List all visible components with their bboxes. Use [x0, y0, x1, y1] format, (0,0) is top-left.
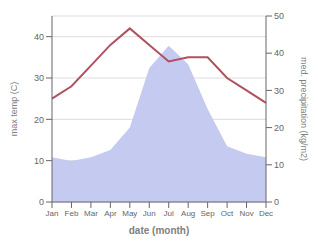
svg-text:Aug: Aug — [181, 209, 195, 218]
svg-text:40: 40 — [274, 48, 284, 58]
svg-text:30: 30 — [34, 73, 44, 83]
svg-text:Nov: Nov — [239, 209, 253, 218]
svg-text:0: 0 — [39, 197, 44, 207]
svg-text:20: 20 — [34, 115, 44, 125]
svg-text:Jul: Jul — [164, 209, 174, 218]
svg-text:Mar: Mar — [84, 209, 98, 218]
svg-text:Jun: Jun — [143, 209, 156, 218]
svg-text:Feb: Feb — [65, 209, 79, 218]
svg-text:20: 20 — [274, 123, 284, 133]
svg-text:50: 50 — [274, 11, 284, 21]
svg-text:Sep: Sep — [201, 209, 216, 218]
svg-text:Oct: Oct — [221, 209, 234, 218]
svg-text:May: May — [122, 209, 137, 218]
svg-text:0: 0 — [274, 197, 279, 207]
svg-text:Jan: Jan — [46, 209, 59, 218]
svg-text:30: 30 — [274, 86, 284, 96]
svg-text:Apr: Apr — [104, 209, 117, 218]
svg-text:10: 10 — [34, 156, 44, 166]
svg-text:Dec: Dec — [259, 209, 273, 218]
svg-text:med. precipitation (kg/m2): med. precipitation (kg/m2) — [299, 57, 309, 161]
svg-text:40: 40 — [34, 32, 44, 42]
svg-text:max temp (C): max temp (C) — [9, 82, 19, 137]
svg-text:date (month): date (month) — [129, 225, 190, 236]
svg-text:10: 10 — [274, 160, 284, 170]
